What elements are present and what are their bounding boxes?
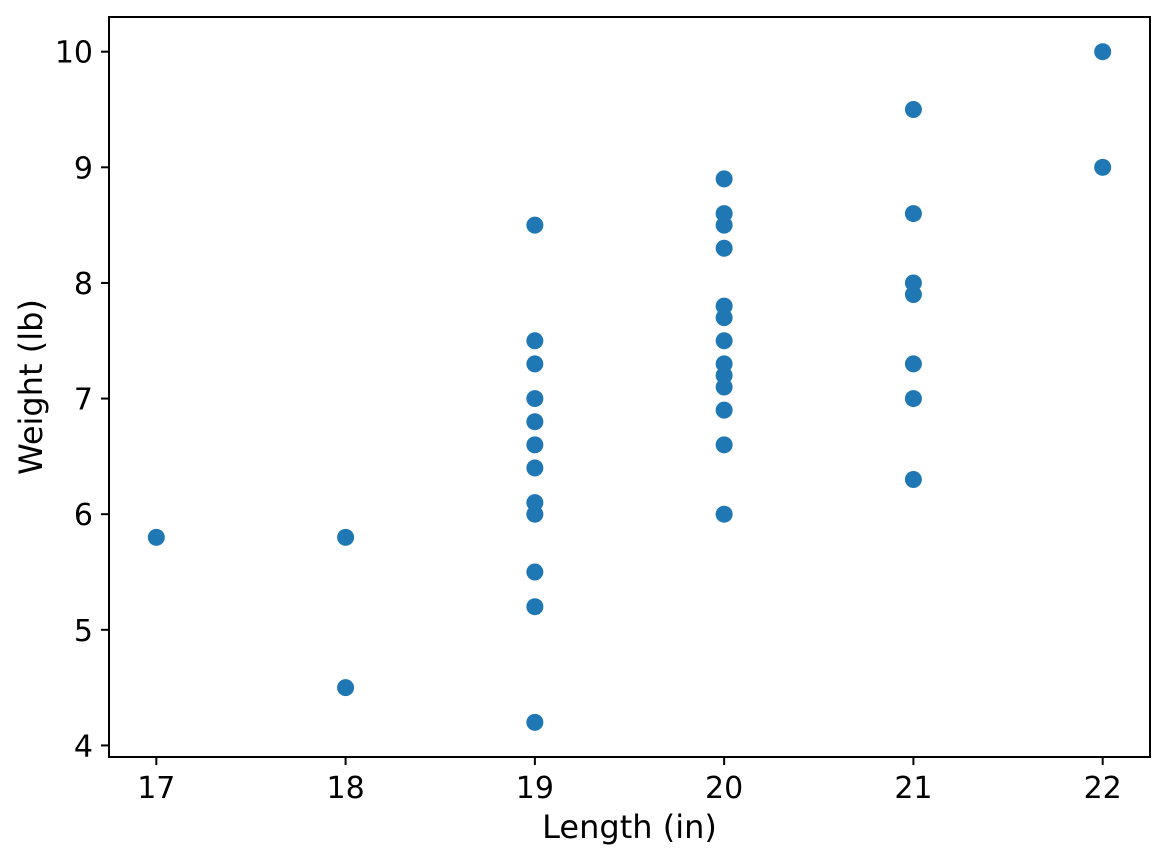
- data-point: [526, 563, 544, 581]
- data-point: [526, 598, 544, 616]
- data-point: [904, 274, 922, 292]
- data-point: [526, 494, 544, 512]
- data-point: [715, 505, 733, 523]
- x-tick-label: 17: [137, 771, 175, 806]
- data-point: [715, 239, 733, 257]
- data-point: [526, 332, 544, 350]
- data-point: [715, 332, 733, 350]
- y-tick-label: 8: [74, 267, 93, 302]
- data-point: [715, 170, 733, 188]
- data-point: [715, 297, 733, 315]
- data-point: [715, 355, 733, 373]
- data-point: [526, 436, 544, 454]
- data-point: [1094, 43, 1112, 61]
- x-tick-label: 21: [894, 771, 932, 806]
- y-tick-label: 10: [55, 36, 93, 71]
- data-point: [526, 355, 544, 373]
- x-axis-title: Length (in): [542, 808, 717, 846]
- data-point: [904, 205, 922, 223]
- x-tick-label: 18: [326, 771, 364, 806]
- data-point: [715, 205, 733, 223]
- x-tick-label: 20: [705, 771, 743, 806]
- x-tick-label: 22: [1084, 771, 1122, 806]
- y-axis-title: Weight (lb): [12, 299, 50, 475]
- data-point: [904, 355, 922, 373]
- y-tick-label: 5: [74, 614, 93, 649]
- data-point: [526, 390, 544, 408]
- data-point: [1094, 158, 1112, 176]
- data-point: [715, 401, 733, 419]
- y-tick-label: 6: [74, 498, 93, 533]
- x-tick-label: 19: [516, 771, 554, 806]
- data-point: [904, 471, 922, 488]
- y-tick-label: 9: [74, 151, 93, 186]
- data-point: [526, 459, 544, 477]
- axes-spines: [108, 16, 1151, 758]
- data-point: [904, 390, 922, 408]
- y-tick-label: 4: [74, 729, 93, 764]
- data-point: [526, 713, 544, 731]
- data-point: [904, 101, 922, 118]
- data-point: [337, 679, 355, 697]
- plot-area: 17 18 19 20 21 22 4 5 6 7 8 9 10: [55, 16, 1151, 806]
- data-point: [526, 216, 544, 234]
- data-point: [337, 528, 355, 546]
- y-tick-label: 7: [74, 383, 93, 418]
- data-point: [715, 436, 733, 454]
- data-point: [526, 413, 544, 431]
- data-point: [147, 528, 165, 546]
